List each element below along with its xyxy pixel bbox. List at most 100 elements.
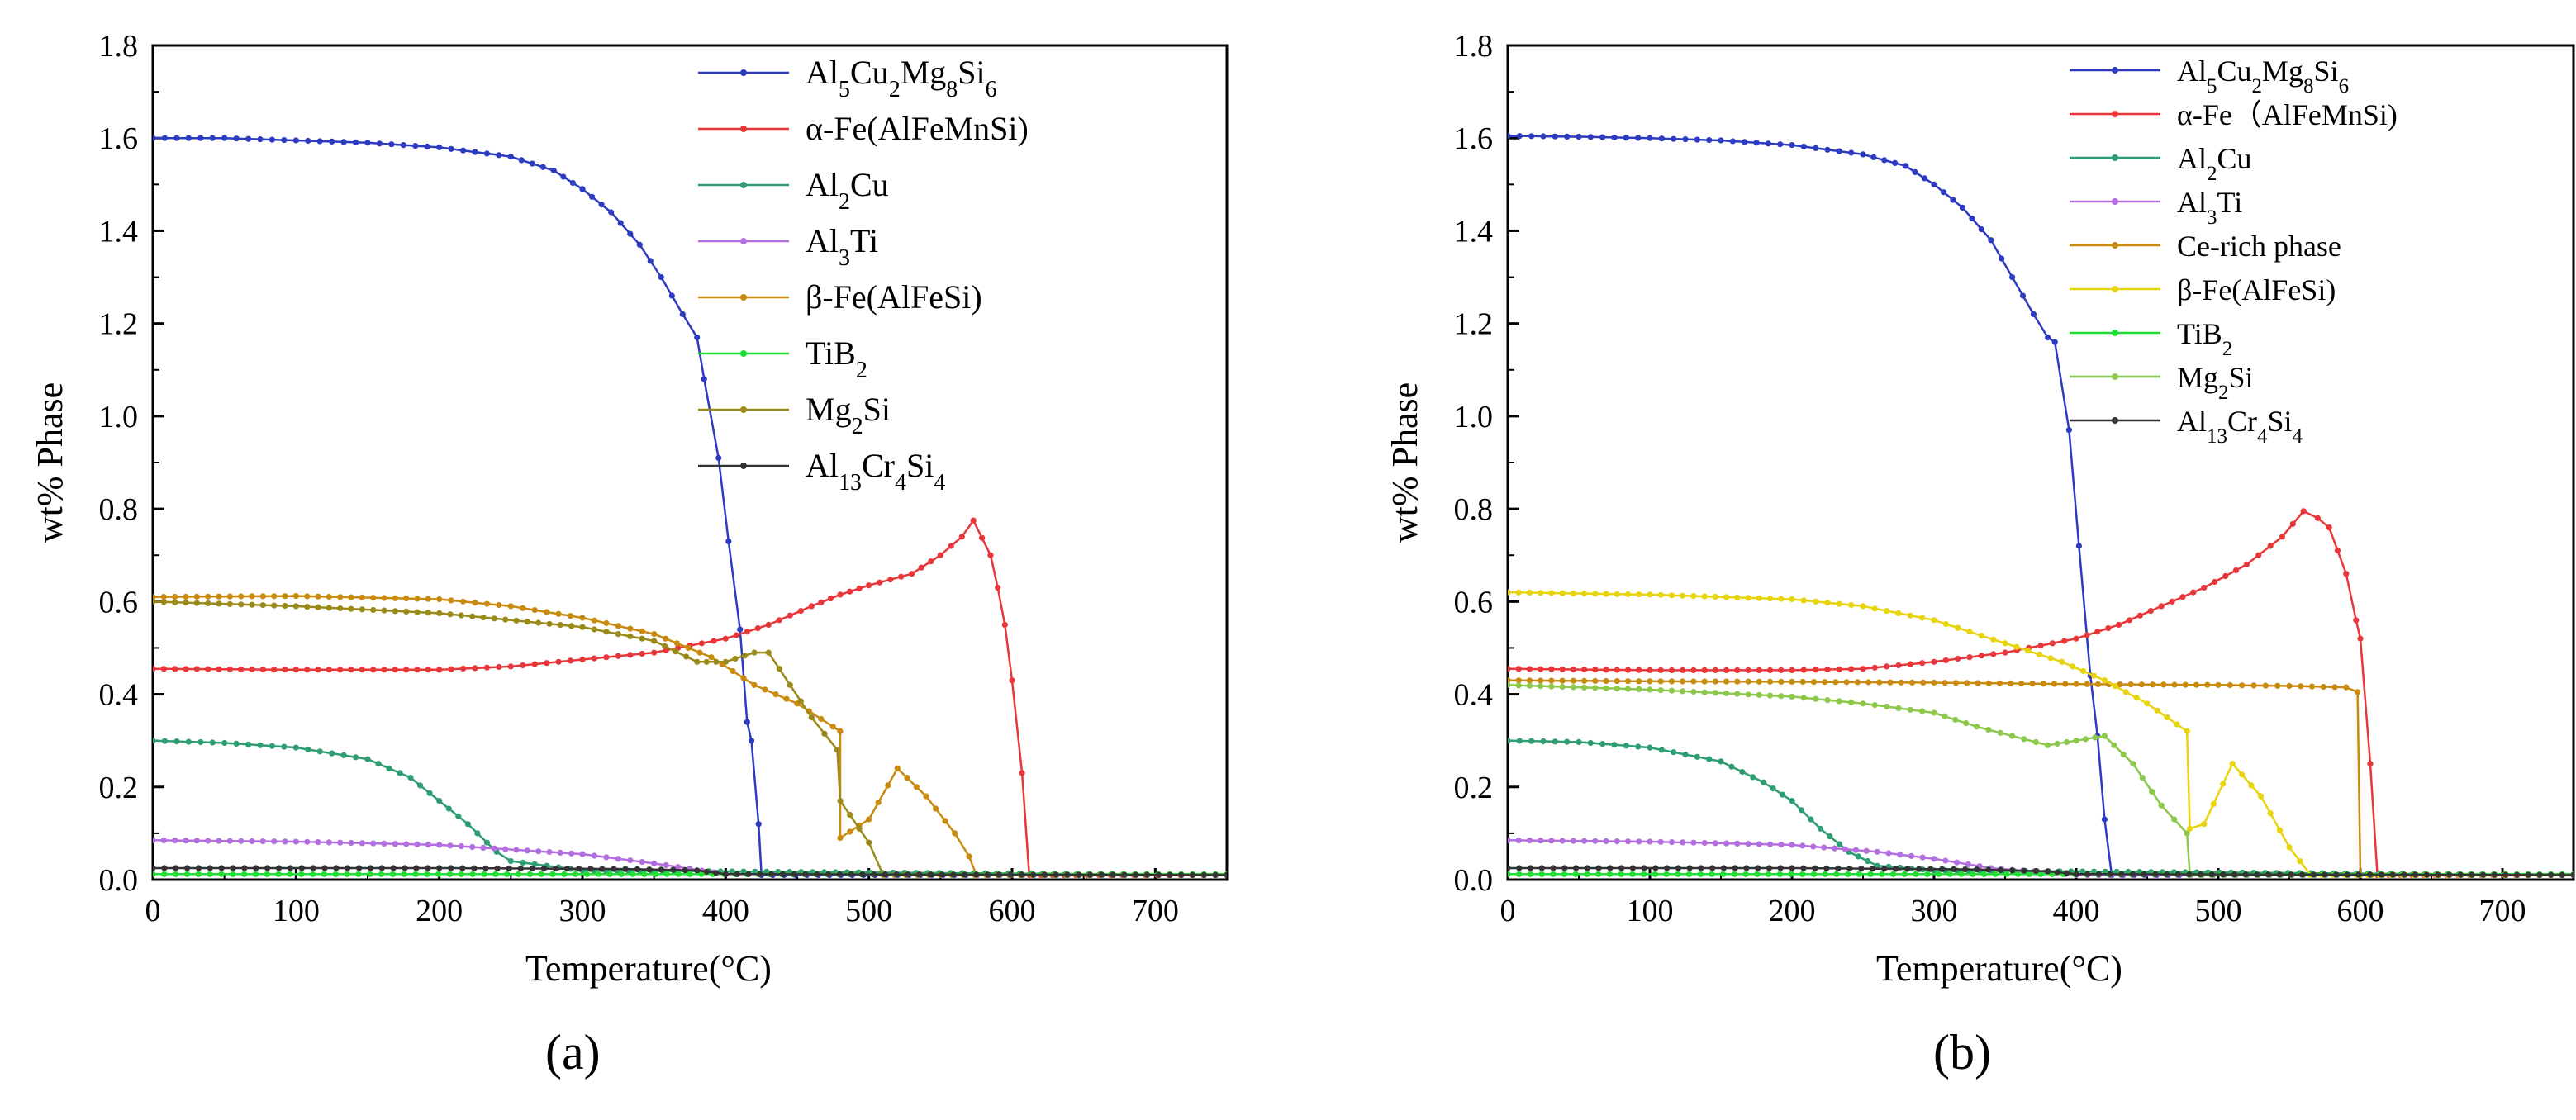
- data-point: [425, 596, 431, 602]
- data-point: [2570, 871, 2574, 878]
- data-point: [355, 871, 362, 877]
- data-point: [160, 666, 167, 672]
- data-point: [701, 376, 707, 382]
- y-tick-label: 1.8: [1454, 29, 1494, 64]
- data-point: [2255, 552, 2262, 558]
- data-point: [2126, 617, 2133, 624]
- data-point: [197, 738, 204, 746]
- data-point: [1931, 679, 1937, 686]
- data-point: [1614, 667, 1620, 673]
- data-point: [1528, 738, 1535, 744]
- data-point: [1709, 871, 1715, 877]
- data-point: [744, 719, 750, 725]
- legend-entry: α-Fe(AlFeMnSi): [698, 110, 1029, 147]
- data-point: [2095, 871, 2102, 877]
- data-point: [1813, 667, 1819, 673]
- data-point: [1723, 594, 1730, 600]
- data-point: [2129, 871, 2136, 877]
- legend-marker: [2112, 330, 2118, 336]
- data-point: [591, 852, 598, 859]
- data-point: [2220, 781, 2227, 787]
- data-point: [348, 605, 354, 612]
- data-point: [2073, 871, 2079, 877]
- data-point: [304, 667, 311, 673]
- data-point: [425, 667, 431, 673]
- data-point: [550, 167, 557, 174]
- data-point: [292, 603, 299, 610]
- data-point: [668, 292, 675, 299]
- data-point: [1584, 871, 1590, 877]
- legend-label-main: β-Fe(AlFeSi): [2177, 273, 2336, 306]
- data-point: [2326, 524, 2332, 531]
- data-point: [281, 137, 288, 144]
- data-point: [193, 838, 200, 844]
- data-point: [257, 742, 264, 748]
- data-point: [696, 649, 703, 656]
- data-point: [386, 765, 392, 771]
- data-point: [1723, 678, 1730, 685]
- data-point: [1935, 871, 1942, 877]
- data-point: [1854, 679, 1861, 686]
- data-point: [238, 601, 245, 608]
- data-point: [2047, 655, 2054, 662]
- data-point: [1778, 596, 1785, 602]
- data-point: [1766, 841, 1774, 847]
- data-point: [483, 150, 491, 157]
- data-point: [1860, 700, 1866, 707]
- data-point: [673, 640, 681, 647]
- data-point: [1879, 871, 1885, 877]
- legend-label-part: Cu: [2217, 142, 2252, 175]
- legend-label-subscript: 8: [946, 77, 958, 102]
- legend-label-main: Mg: [806, 391, 852, 428]
- data-point: [646, 866, 653, 873]
- data-point: [2300, 508, 2307, 515]
- data-point: [1734, 667, 1741, 674]
- data-point: [1570, 677, 1576, 684]
- data-point: [1750, 774, 1756, 781]
- data-point: [425, 610, 431, 616]
- y-tick-label: 1.4: [99, 214, 139, 249]
- data-point: [2367, 871, 2374, 878]
- data-point: [292, 744, 299, 751]
- data-point: [526, 871, 534, 877]
- data-point: [1942, 657, 1949, 664]
- data-point: [1570, 590, 1576, 597]
- legend-entry: α-Fe（AlFeMnSi): [2070, 98, 2398, 131]
- data-point: [1701, 593, 1708, 600]
- data-point: [1745, 667, 1751, 674]
- legend-label-part: Cu: [850, 166, 889, 203]
- data-point: [1756, 678, 1762, 685]
- data-point: [238, 838, 245, 844]
- data-point: [2314, 515, 2321, 521]
- legend-label-main: α-Fe（AlFeMnSi): [2177, 98, 2398, 131]
- data-point: [617, 220, 624, 226]
- data-point: [2163, 871, 2170, 878]
- legend-label: α-Fe（AlFeMnSi): [2177, 98, 2398, 131]
- y-axis-label: wt% Phase: [1385, 382, 1425, 543]
- data-point: [1706, 137, 1713, 144]
- data-point: [573, 871, 579, 877]
- data-point: [1848, 666, 1855, 672]
- data-point: [779, 871, 786, 877]
- data-point: [2331, 684, 2338, 691]
- data-point: [529, 865, 535, 872]
- data-point: [1966, 629, 1973, 635]
- data-point: [241, 871, 248, 877]
- data-point: [1810, 679, 1818, 686]
- data-point: [1690, 667, 1697, 674]
- legend-marker: [740, 182, 747, 188]
- data-point: [576, 866, 582, 872]
- data-point: [1843, 679, 1850, 686]
- data-point: [555, 658, 562, 665]
- data-point: [316, 138, 323, 145]
- legend-label-subscript: 13: [2207, 425, 2227, 448]
- data-point: [1766, 692, 1774, 699]
- y-tick-label: 1.8: [99, 29, 139, 64]
- data-point: [703, 658, 710, 665]
- data-point: [1884, 608, 1890, 615]
- data-point: [904, 775, 910, 781]
- data-point: [524, 619, 530, 625]
- data-point: [2036, 651, 2042, 657]
- data-point: [2204, 681, 2211, 688]
- legend-entry: Al13Cr4Si4: [698, 447, 945, 496]
